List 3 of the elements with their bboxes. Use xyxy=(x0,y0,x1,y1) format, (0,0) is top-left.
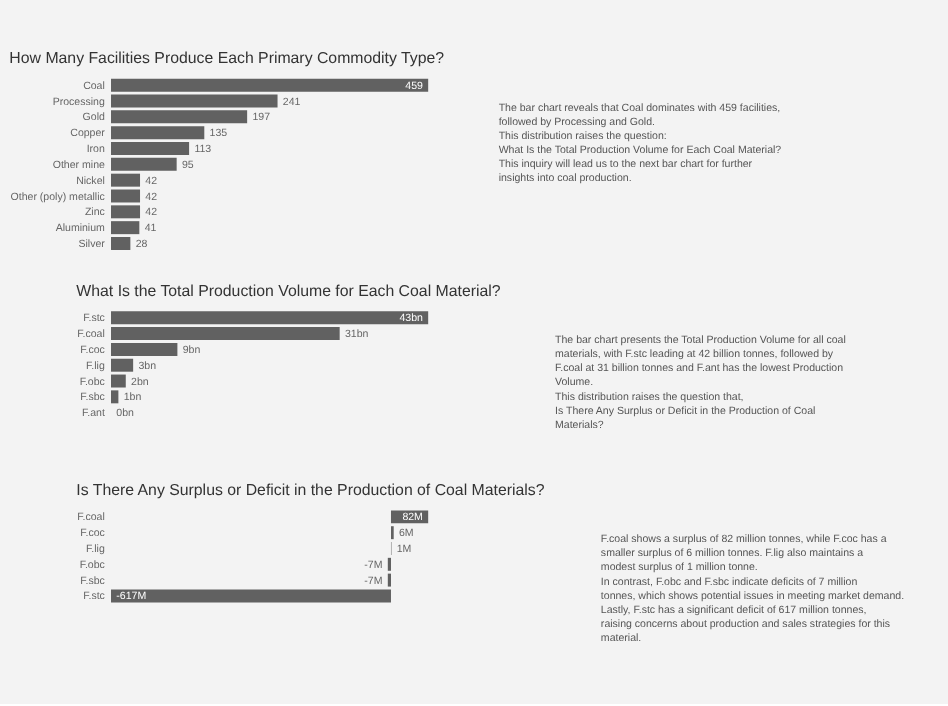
chart-title: Is There Any Surplus or Deficit in the Production of Coal Materials? xyxy=(76,480,546,499)
chart-title: What Is the Total Production Volume for Each Coal Material? xyxy=(76,281,502,300)
chart-title: How Many Facilities Produce Each Primary Commodity Type? xyxy=(9,49,446,68)
